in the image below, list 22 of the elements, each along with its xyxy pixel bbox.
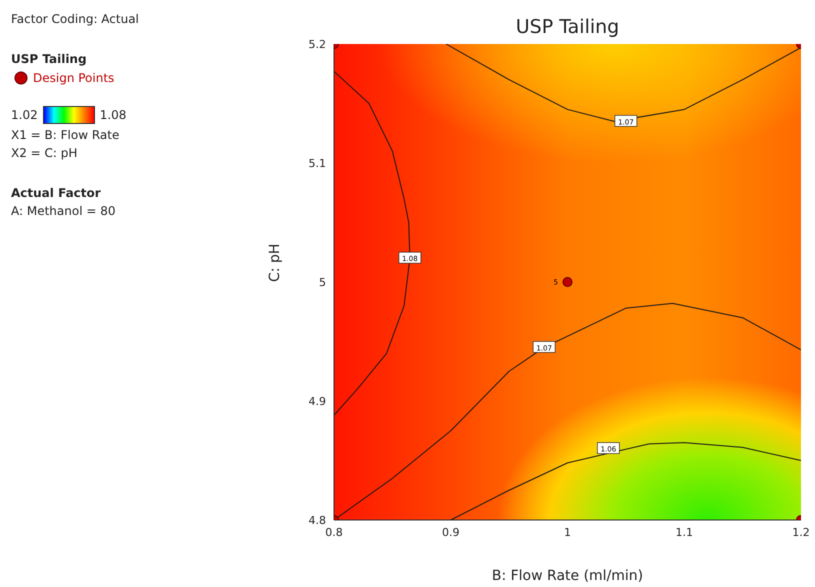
legend-label: Design Points: [33, 71, 114, 85]
y-tick-label: 4.9: [308, 394, 326, 408]
legend-title: USP Tailing: [11, 52, 88, 66]
text: X1 = B: Flow Rate: [11, 128, 120, 142]
y-tick-label: 5.2: [308, 38, 326, 51]
x-axis-title: B: Flow Rate (ml/min): [492, 568, 644, 584]
text: Actual Factor: [11, 186, 102, 200]
y-axis-title: C: pH: [266, 244, 283, 282]
x-tick-label: 1.2: [792, 526, 810, 539]
x-tick-label: 0.8: [325, 526, 343, 539]
x-tick-label: 1: [564, 526, 571, 539]
x-tick-label: 1.1: [676, 526, 693, 539]
y-tick-label: 4.8: [308, 514, 326, 527]
chart-title: USP Tailing: [514, 16, 620, 38]
text: Factor Coding: Actual: [11, 12, 139, 26]
text: A: Methanol = 80: [11, 204, 116, 218]
text: X2 = C: pH: [11, 146, 78, 160]
y-tick-label: 5: [319, 276, 326, 289]
text: 1.02: [11, 108, 38, 122]
y-tick-label: 5.1: [308, 156, 326, 170]
text: 1.08: [100, 108, 126, 122]
x-tick-label: 0.9: [442, 526, 460, 539]
